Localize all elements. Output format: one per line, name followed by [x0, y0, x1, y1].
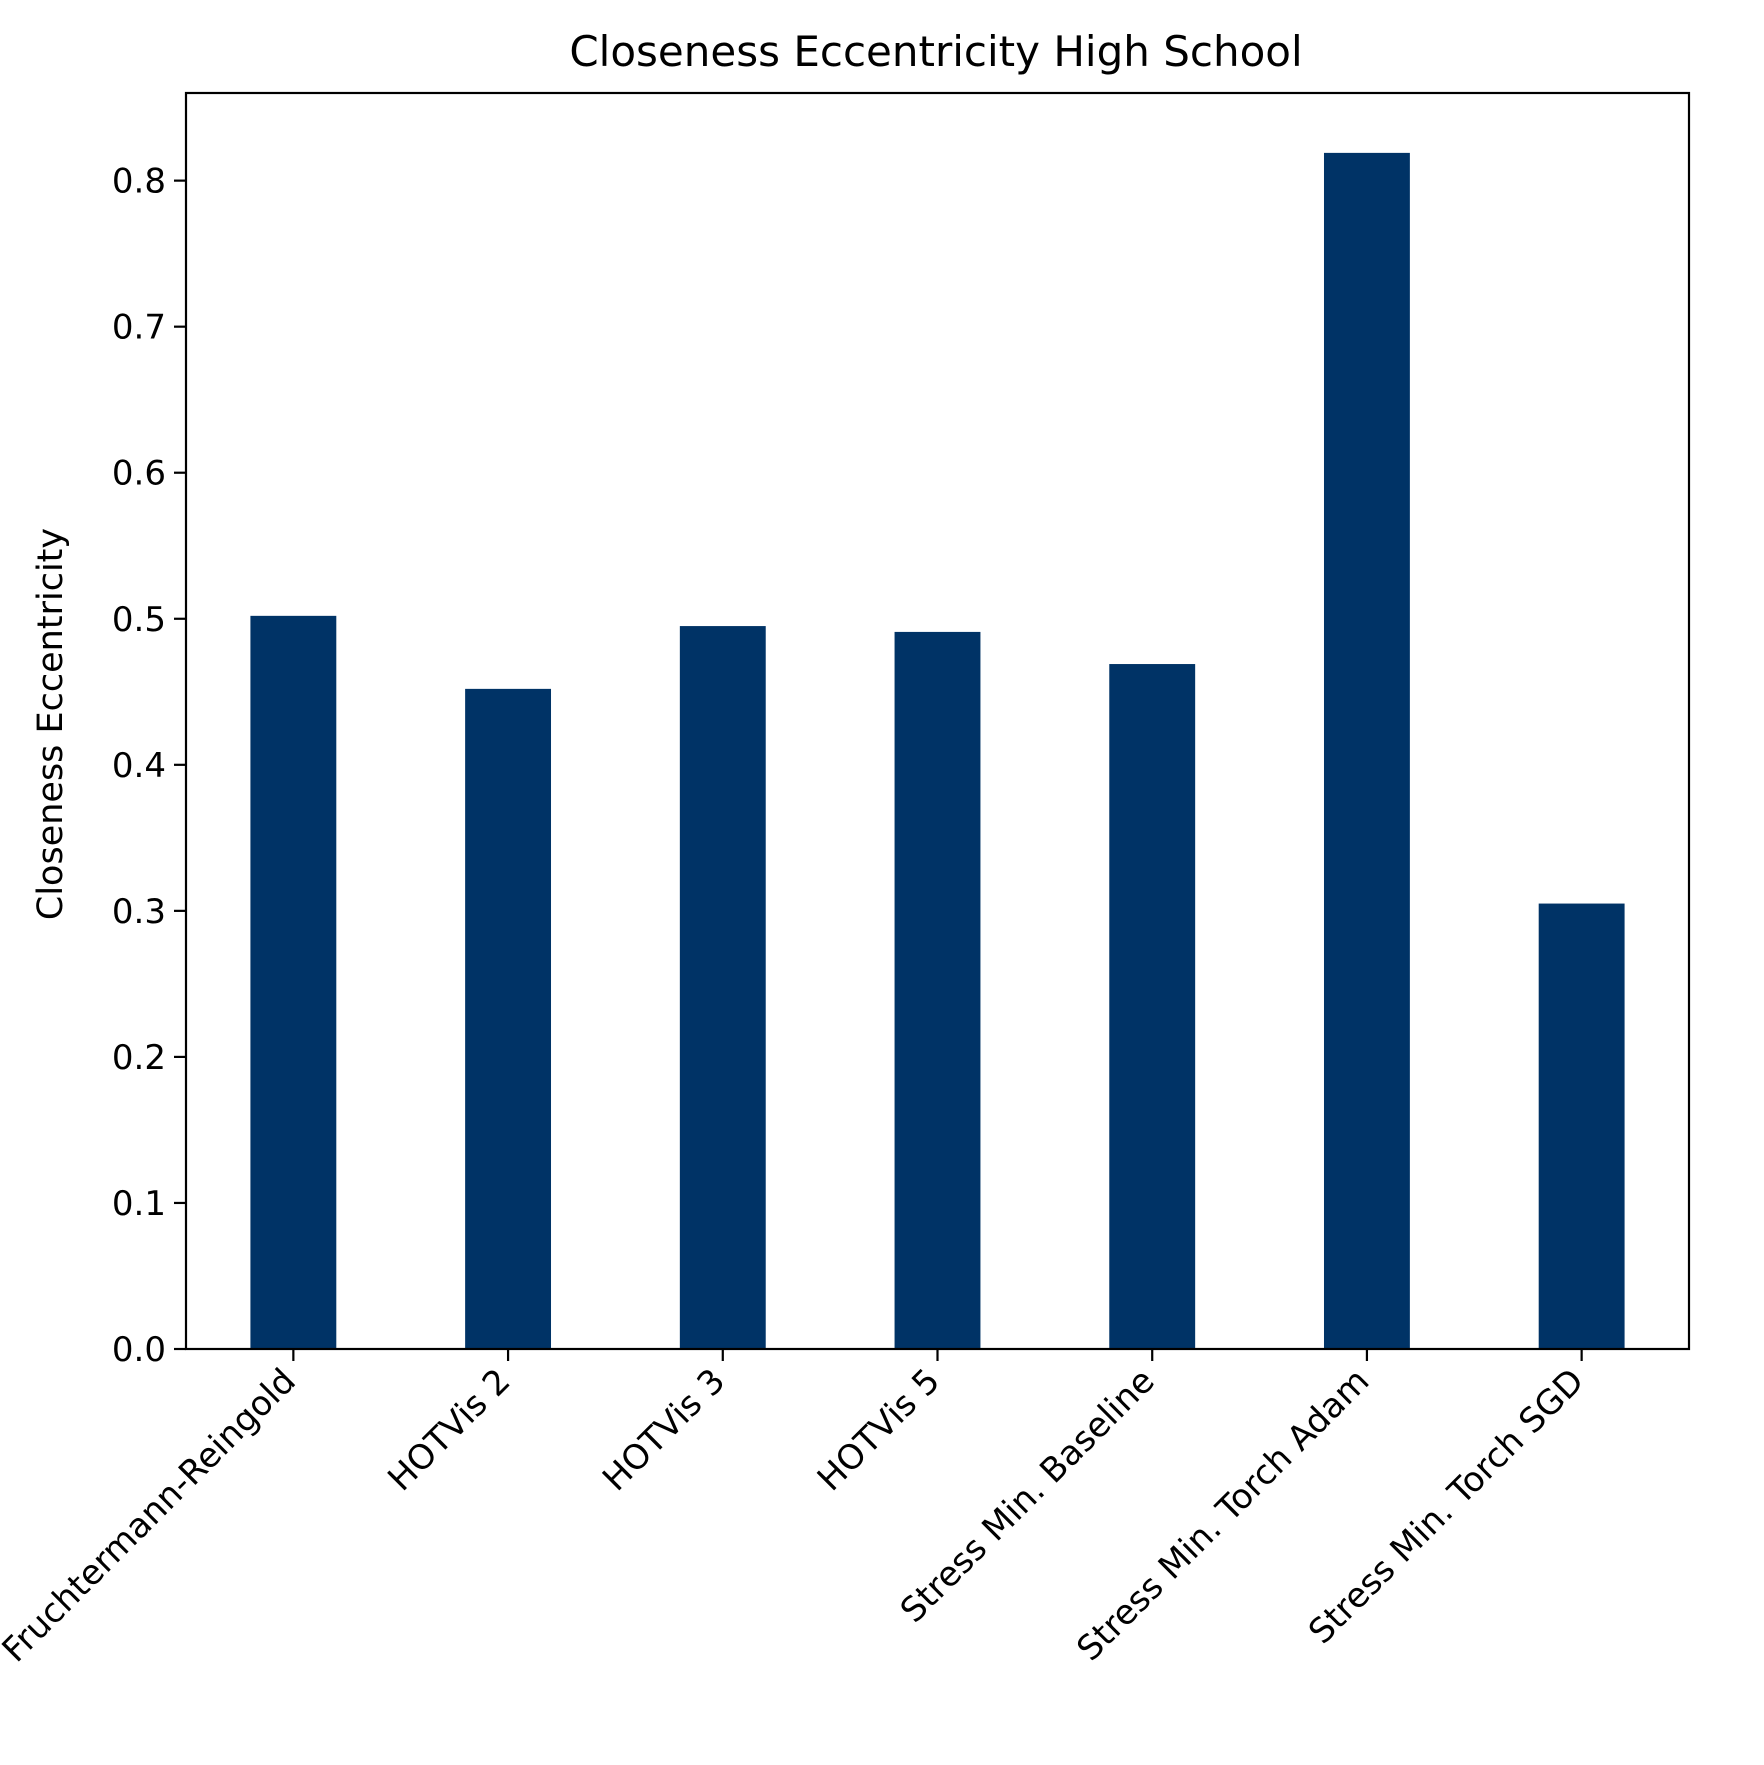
bar-4 — [1109, 664, 1196, 1349]
y-axis-label: Closeness Eccentricity — [31, 528, 71, 920]
y-tick-label-6: 0.6 — [112, 454, 166, 494]
bar-3 — [894, 631, 981, 1349]
plot-area: 0.0 0.1 0.2 0.3 0.4 0.5 0.6 0.7 0.8 Fruchtermann-… — [0, 91, 1691, 1670]
x-tick-label-0: Fruchtermann-Reingold — [0, 1361, 304, 1670]
y-tick-label-7: 0.7 — [112, 308, 166, 348]
bar-5 — [1323, 152, 1410, 1350]
y-tick-label-5: 0.5 — [112, 600, 166, 640]
y-tick-label-1: 0.1 — [112, 1184, 166, 1224]
bar-1 — [465, 688, 552, 1349]
y-tick-label-8: 0.8 — [112, 162, 166, 202]
x-tick-label-3: HOTVis 5 — [810, 1361, 948, 1499]
bar-2 — [679, 626, 766, 1349]
x-tick-label-2: HOTVis 3 — [595, 1361, 733, 1499]
bar-0 — [250, 615, 337, 1349]
y-tick-label-0: 0.0 — [112, 1330, 166, 1370]
y-tick-label-3: 0.3 — [112, 892, 166, 932]
chart-title: Closeness Eccentricity High School — [569, 27, 1302, 76]
bar-6 — [1538, 903, 1625, 1349]
x-tick-label-1: HOTVis 2 — [380, 1361, 518, 1499]
y-tick-label-2: 0.2 — [112, 1038, 166, 1078]
y-tick-label-4: 0.4 — [112, 746, 166, 786]
